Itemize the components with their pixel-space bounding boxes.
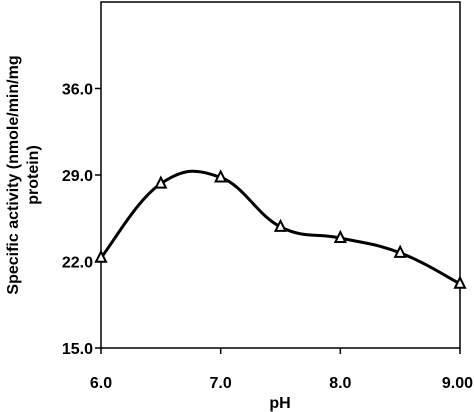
y-axis-title-line-2: protein) — [25, 145, 42, 205]
x-tick-label: 7.0 — [210, 375, 232, 392]
data-point-triangle — [333, 229, 347, 244]
x-tick-label: 9.00 — [442, 375, 473, 392]
series-layer — [94, 169, 467, 289]
data-point-triangle — [94, 249, 108, 263]
y-axis-title-line-1: Specific activity (nmole/min/mg — [5, 55, 22, 294]
plot-frame — [100, 1, 461, 349]
data-point-triangle — [214, 169, 228, 183]
data-point-triangle — [453, 275, 467, 289]
y-tick-label: 22.0 — [62, 255, 93, 272]
plot-area — [100, 1, 461, 349]
y-tick-label: 29.0 — [62, 168, 93, 185]
y-axis-title: Specific activity (nmole/min/mg protein) — [5, 55, 42, 294]
x-axis-title: pH — [269, 395, 290, 412]
y-tick-label: 36.0 — [62, 82, 93, 99]
x-tick-label: 8.0 — [329, 375, 351, 392]
data-point-triangle — [393, 244, 407, 258]
y-tick-label: 15.0 — [62, 341, 93, 358]
x-axis-ticks: 6.0 7.0 8.0 9.00 — [90, 348, 473, 392]
data-point-triangle — [154, 175, 168, 189]
data-point-triangle — [273, 218, 288, 232]
x-tick-label: 6.0 — [90, 375, 112, 392]
y-axis-ticks: 15.0 22.0 29.0 36.0 — [62, 82, 101, 358]
